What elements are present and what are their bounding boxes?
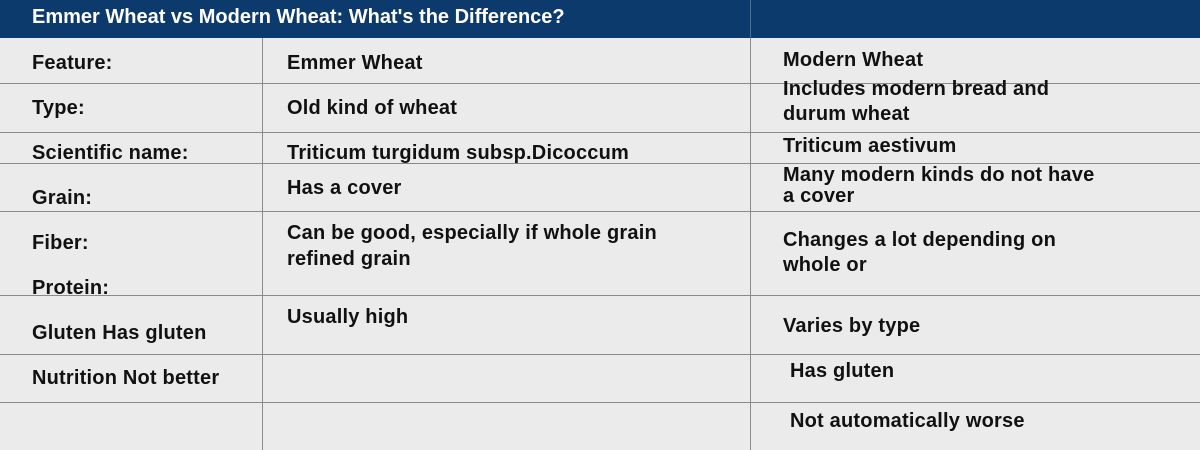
cell: whole or: [783, 254, 867, 276]
cell: Can be good, especially if whole grain: [287, 222, 657, 244]
cell: Many modern kinds do not have: [783, 164, 1095, 186]
cell: Includes modern bread and: [783, 78, 1050, 100]
divider: [0, 295, 1200, 296]
cell: Protein:: [32, 277, 110, 299]
divider: [262, 38, 263, 450]
cell: Emmer Wheat: [287, 52, 423, 74]
cell: a cover: [783, 185, 855, 207]
cell: Type:: [32, 97, 85, 119]
cell: Modern Wheat: [783, 49, 924, 71]
divider: [0, 354, 1200, 355]
cell: Gluten Has gluten: [32, 322, 207, 344]
cell: Nutrition Not better: [32, 367, 220, 389]
cell: Scientific name:: [32, 142, 189, 164]
cell: Feature:: [32, 52, 113, 74]
title: Emmer Wheat vs Modern Wheat: What's the …: [32, 6, 565, 28]
divider: [750, 38, 751, 450]
cell: Not automatically worse: [790, 410, 1025, 432]
divider: [0, 211, 1200, 212]
cell: Usually high: [287, 306, 409, 328]
cell: Triticum aestivum: [783, 135, 957, 157]
cell: Varies by type: [783, 315, 921, 337]
cell: Has a cover: [287, 177, 402, 199]
divider: [0, 163, 1200, 164]
divider: [0, 132, 1200, 133]
cell: durum wheat: [783, 103, 910, 125]
cell: Fiber:: [32, 232, 89, 254]
cell: Triticum turgidum subsp.Dicoccum: [287, 142, 629, 164]
header-bar: Emmer Wheat vs Modern Wheat: What's the …: [0, 0, 1200, 38]
divider: [0, 402, 1200, 403]
cell: Grain:: [32, 187, 93, 209]
divider: [0, 83, 1200, 84]
cell: refined grain: [287, 248, 411, 270]
cell: Has gluten: [790, 360, 895, 382]
cell: Changes a lot depending on: [783, 229, 1056, 251]
cell: Old kind of wheat: [287, 97, 458, 119]
divider: [750, 0, 751, 38]
